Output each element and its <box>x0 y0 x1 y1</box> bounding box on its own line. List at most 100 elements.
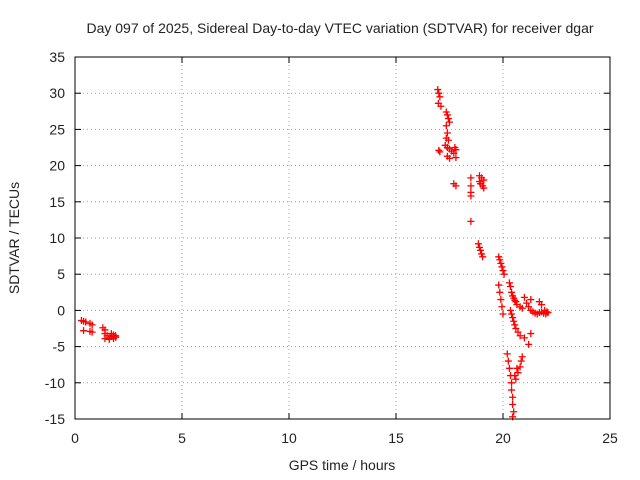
data-point <box>508 288 516 296</box>
x-tick-label: 20 <box>495 430 511 446</box>
data-point <box>444 136 452 144</box>
data-point <box>452 154 460 162</box>
data-point <box>505 279 513 287</box>
data-point <box>480 184 488 192</box>
data-point <box>435 146 443 154</box>
data-point <box>511 372 519 380</box>
data-point <box>82 318 90 326</box>
data-point <box>88 328 96 336</box>
data-point <box>480 176 488 184</box>
data-point <box>513 364 521 372</box>
data-point <box>442 122 450 130</box>
data-point <box>508 386 516 394</box>
data-point <box>443 129 451 137</box>
x-tick-label: 15 <box>388 430 404 446</box>
data-point <box>495 281 503 289</box>
data-point <box>443 111 451 119</box>
data-point <box>511 296 519 304</box>
data-point <box>467 217 475 225</box>
data-point <box>450 149 458 157</box>
data-point <box>527 330 535 338</box>
data-point <box>467 174 475 182</box>
data-point <box>506 283 514 291</box>
grid-lines <box>75 57 610 419</box>
data-point <box>505 364 513 372</box>
y-axis-label: SDTVAR / TECUs <box>6 182 22 294</box>
data-point <box>496 256 504 264</box>
data-point <box>511 321 519 329</box>
data-point <box>518 353 526 361</box>
axis-ticks: 0 5 10 15 20 25 -15 -10 -5 0 5 10 15 20 25 30 35 <box>45 49 618 446</box>
data-point <box>435 89 443 97</box>
data-point <box>467 182 475 190</box>
data-point <box>523 299 531 307</box>
data-point <box>101 335 109 343</box>
data-point <box>503 350 511 358</box>
data-point <box>509 393 517 401</box>
y-tick-label: -5 <box>53 339 66 355</box>
data-point <box>499 267 507 275</box>
data-point <box>520 293 528 301</box>
x-tick-label: 25 <box>602 430 618 446</box>
data-point <box>446 118 453 126</box>
x-tick-label: 0 <box>71 430 79 446</box>
data-point <box>437 102 445 110</box>
data-point <box>452 182 460 190</box>
data-point <box>506 306 514 314</box>
data-point <box>517 357 525 365</box>
data-point <box>538 301 546 309</box>
y-tick-label: 15 <box>49 194 65 210</box>
data-point <box>512 375 520 383</box>
x-tick-label: 5 <box>178 430 186 446</box>
data-point <box>498 263 506 271</box>
data-point <box>509 314 517 322</box>
data-point <box>474 240 482 248</box>
data-point <box>477 246 485 254</box>
y-tick-label: -10 <box>45 375 65 391</box>
data-point <box>500 270 508 278</box>
y-tick-label: 5 <box>57 266 65 282</box>
data-point <box>434 86 442 94</box>
chart-title: Day 097 of 2025, Sidereal Day-to-day VTE… <box>86 20 593 36</box>
y-tick-label: 20 <box>49 158 65 174</box>
data-point <box>446 154 453 162</box>
y-tick-label: 0 <box>57 302 65 318</box>
data-point <box>512 325 520 332</box>
y-tick-label: 10 <box>49 230 65 246</box>
data-point <box>497 296 505 304</box>
data-point <box>436 148 444 156</box>
data-point <box>527 296 535 304</box>
data-point <box>475 178 483 186</box>
data-points <box>77 86 552 421</box>
data-point <box>452 146 460 154</box>
y-tick-label: 35 <box>49 49 65 65</box>
data-point <box>498 303 506 311</box>
data-point <box>508 310 516 318</box>
data-point <box>510 317 518 325</box>
data-point <box>497 259 505 267</box>
y-tick-label: -15 <box>45 411 65 427</box>
data-point <box>88 321 96 329</box>
data-point <box>105 335 113 343</box>
data-point <box>518 304 526 312</box>
data-point <box>514 328 522 336</box>
data-point <box>504 357 512 365</box>
y-tick-label: 30 <box>49 85 65 101</box>
data-point <box>516 332 524 340</box>
y-tick-label: 25 <box>49 121 65 137</box>
data-point <box>496 288 504 296</box>
data-point <box>479 253 487 261</box>
data-point <box>112 332 120 340</box>
x-axis-label: GPS time / hours <box>289 457 396 473</box>
data-point <box>516 363 524 371</box>
x-tick-label: 10 <box>281 430 297 446</box>
data-point <box>499 310 507 318</box>
data-point <box>543 308 551 316</box>
data-point <box>467 192 475 200</box>
data-point <box>107 330 115 338</box>
data-point <box>80 327 88 335</box>
data-point <box>509 401 517 409</box>
data-point <box>508 379 516 387</box>
data-point <box>520 334 528 342</box>
